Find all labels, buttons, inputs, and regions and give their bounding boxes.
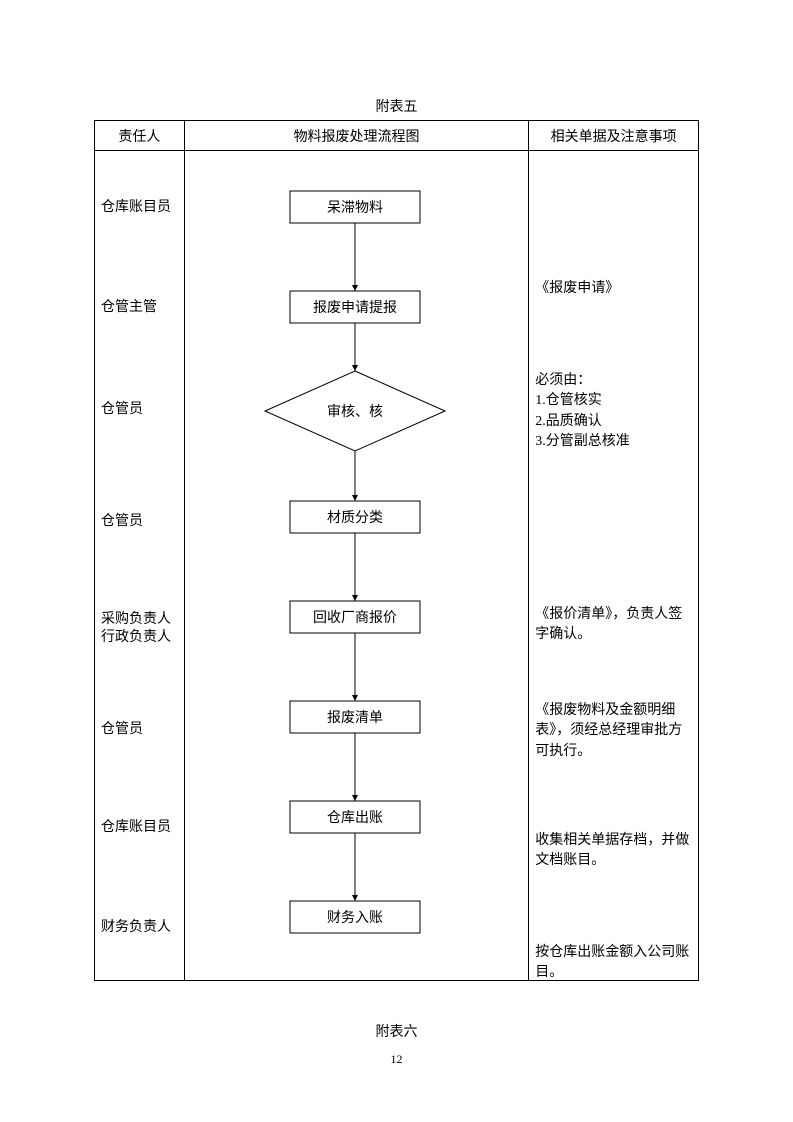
role-label: 仓管员 [101,513,143,531]
role-label: 仓管主管 [101,299,157,317]
note-text: 按仓库出账金额入公司账目。 [535,943,692,984]
role-label: 仓库账目员 [101,199,171,217]
role-label: 采购负责人 行政负责人 [101,611,171,647]
right-column: 《报废申请》必须由： 1.仓管核实 2.品质确认 3.分管副总核准《报价清单》，… [529,151,698,980]
note-text: 《报废物料及金额明细表》，须经总经理审批方可执行。 [535,701,692,762]
title-bottom: 附表六 [0,981,793,1041]
svg-text:财务入账: 财务入账 [327,910,383,926]
role-label: 财务负责人 [101,919,171,937]
page-number: 12 [0,1052,793,1067]
svg-text:回收厂商报价: 回收厂商报价 [313,610,397,626]
svg-text:仓库出账: 仓库出账 [327,810,383,826]
role-label: 仓管员 [101,721,143,739]
role-label: 仓管员 [101,401,143,419]
note-text: 《报价清单》，负责人签字确认。 [535,605,692,646]
flowchart-svg: 呆滞物料报废申请提报审核、核材质分类回收厂商报价报废清单仓库出账财务入账 [185,151,530,981]
note-text: 必须由： 1.仓管核实 2.品质确认 3.分管副总核准 [535,371,692,452]
role-label: 仓库账目员 [101,819,171,837]
svg-text:材质分类: 材质分类 [327,510,383,526]
svg-text:审核、核: 审核、核 [327,404,383,420]
svg-text:呆滞物料: 呆滞物料 [327,200,383,216]
hdr-left: 责任人 [95,121,185,151]
svg-text:报废申请提报: 报废申请提报 [313,300,397,316]
hdr-mid: 物料报废处理流程图 [184,121,528,151]
note-text: 收集相关单据存档，并做文档账目。 [535,831,692,872]
flowchart-area: 呆滞物料报废申请提报审核、核材质分类回收厂商报价报废清单仓库出账财务入账 [185,151,528,980]
left-column: 仓库账目员仓管主管仓管员仓管员采购负责人 行政负责人仓管员仓库账目员财务负责人 [95,151,184,980]
note-text: 《报废申请》 [535,279,692,299]
hdr-right: 相关单据及注意事项 [529,121,699,151]
main-table: 责任人 物料报废处理流程图 相关单据及注意事项 仓库账目员仓管主管仓管员仓管员采… [94,120,699,981]
svg-text:报废清单: 报废清单 [327,710,383,726]
title-top: 附表五 [0,0,793,116]
